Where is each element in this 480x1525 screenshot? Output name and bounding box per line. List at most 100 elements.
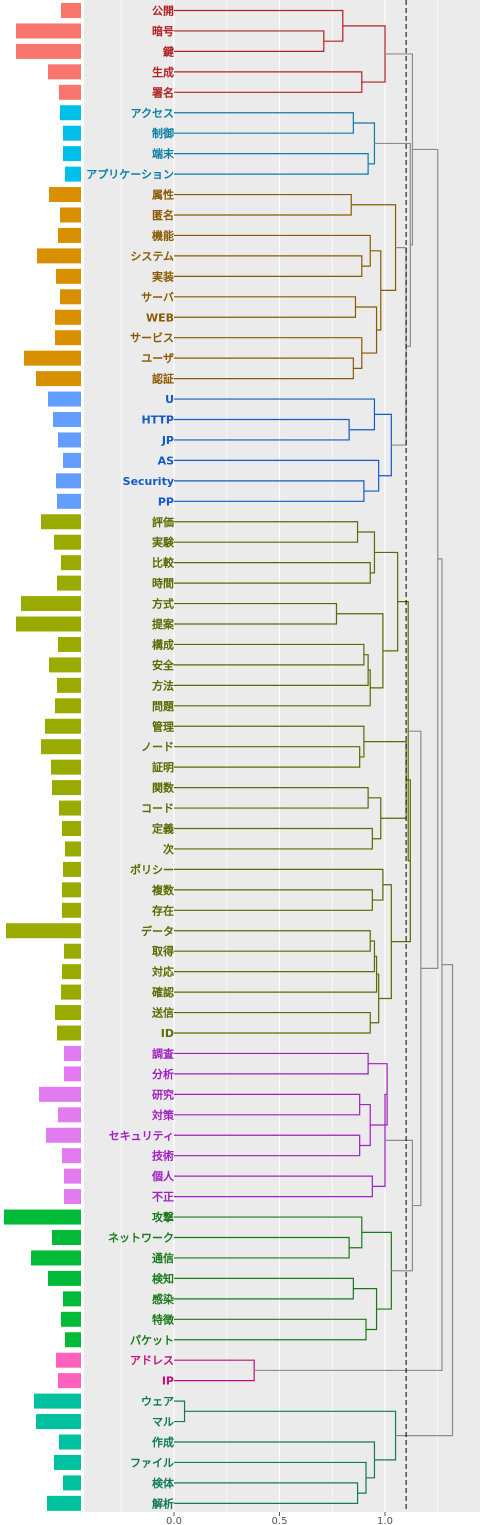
leaf-label: 公開 [152,5,174,18]
leaf-bar [58,1373,81,1389]
leaf-bar [65,1332,81,1348]
leaf-label: 提案 [152,617,175,631]
leaf-label: 証明 [152,760,174,774]
leaf-bar [16,616,81,632]
leaf-label: データ [141,924,174,938]
leaf-bar [31,1250,81,1266]
leaf-bar [16,43,81,59]
leaf-label: 対応 [151,965,174,979]
leaf-bar [62,964,81,980]
leaf-bar [60,289,81,305]
leaf-label: ノード [141,741,174,754]
leaf-bar [4,1209,81,1225]
x-axis-ticks: 0.0 0.5 1.0 [166,1512,393,1525]
leaf-label: 方法 [152,678,174,692]
leaf-bar [53,412,81,427]
leaf-label: マル [152,1416,174,1429]
leaf-bar [54,534,81,550]
leaf-bar [62,882,81,898]
leaf-label: サービス [130,331,174,345]
leaf-bar [57,677,81,693]
leaf-label: アドレス [130,1354,174,1367]
leaf-bar [36,371,81,387]
leaf-label: 関数 [152,781,175,795]
leaf-label: 制御 [152,126,174,140]
leaf-label: HTTP [141,414,174,427]
leaf-bar [55,309,81,325]
leaf-bar [59,1434,81,1450]
leaf-label: 端末 [152,147,175,161]
gridlines [120,0,439,1512]
leaf-bar [63,1291,81,1307]
leaf-bar [55,698,81,714]
leaf-label: 暗号 [152,24,174,38]
leaf-bar [36,1414,81,1430]
leaf-label: 不正 [152,1191,174,1204]
tick-label: 0.0 [166,1516,182,1525]
leaf-bar [64,943,81,959]
leaf-bar [62,821,81,836]
leaf-label: U [165,393,174,406]
leaf-label: 調査 [152,1046,174,1060]
leaf-bar [48,391,81,407]
leaf-label: 特徴 [152,1312,175,1326]
leaf-label: JP [161,434,174,447]
leaf-bar [55,330,81,346]
leaf-bar [57,575,81,591]
leaf-label: 評価 [152,515,174,529]
leaf-label: 検知 [152,1271,174,1285]
leaf-bar [58,227,81,243]
leaf-bar [51,759,81,775]
leaf-label: アプリケーション [86,167,174,181]
leaf-label: 匿名 [152,208,174,222]
leaf-bar [49,187,81,203]
leaf-bar [64,1066,81,1082]
leaf-label: セキュリティ [109,1129,174,1142]
leaf-label: 複数 [151,883,175,897]
leaf-label: 取得 [152,944,174,958]
leaf-label: アクセス [131,107,174,120]
leaf-bar [16,23,81,39]
leaf-bar [61,3,81,18]
leaf-bar [58,1107,81,1123]
leaf-label: 時間 [152,576,174,590]
leaf-bar [34,1393,81,1409]
leaf-bar [56,1352,81,1368]
leaf-bar [65,841,81,857]
leaf-bar [47,1495,81,1511]
plot-panel [84,0,480,1512]
leaf-bar [58,636,81,652]
leaf-bar [61,555,81,571]
leaf-label: 生成 [152,65,174,79]
leaf-label: 実装 [152,269,174,283]
leaf-bar [37,248,81,264]
leaf-label: ウェア [141,1395,174,1408]
leaf-label: ポリシー [130,862,174,876]
leaf-bar [60,105,81,121]
leaf-label: 構成 [152,637,174,651]
tick-label: 0.5 [272,1516,288,1525]
leaf-bar [64,1189,81,1205]
leaf-bar [65,166,81,182]
leaf-label: 安全 [152,658,175,672]
leaf-bar [48,64,81,80]
leaf-label: ファイル [130,1456,174,1469]
leaf-label: 比較 [152,556,175,570]
leaf-label: 研究 [152,1087,174,1101]
leaf-bar [49,657,81,673]
leaf-bar [64,1168,81,1184]
leaf-bar [52,1230,81,1245]
leaf-bar [63,452,81,468]
leaf-label: 解析 [152,1496,174,1510]
leaf-bar [60,207,81,223]
leaf-label: 方式 [152,597,174,611]
leaf-bar [59,84,81,100]
leaf-bar [63,125,81,141]
leaf-bar [46,1127,81,1143]
tick-label: 1.0 [377,1516,393,1525]
leaf-bar [24,350,81,366]
leaf-label: 攻撃 [152,1210,174,1224]
leaf-label: WEB [146,311,174,324]
leaf-label: 問題 [152,700,175,713]
